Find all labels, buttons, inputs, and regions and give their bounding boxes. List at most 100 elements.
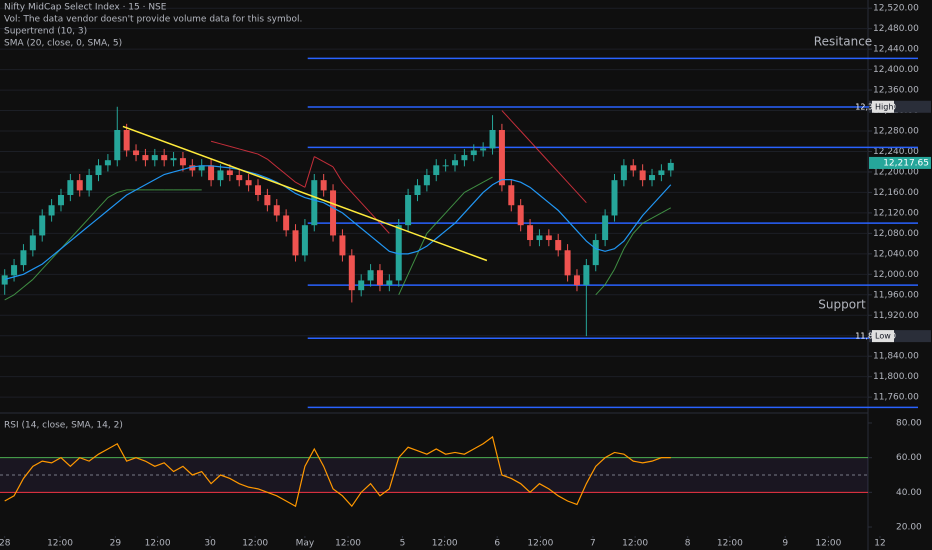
supertrend-segment [623,233,634,249]
supertrend-segment [426,222,437,234]
candle-body [583,265,590,286]
candle-body [367,270,374,281]
y-tick-label: 11,760.00 [873,393,919,403]
candle-body [602,215,609,241]
x-tick-label: 12:00 [815,539,841,549]
y-tick-label: 12,040.00 [873,249,919,259]
legend-entry: Supertrend (10, 3) [4,27,87,37]
candle-body [545,235,552,241]
x-tick-label: 7 [590,539,596,549]
y-tick-label: 12,400.00 [873,65,919,75]
candle-body [339,235,346,256]
candle-body [508,185,515,206]
candle-body [161,155,168,161]
supertrend-segment [13,286,24,296]
supertrend-segment [473,181,484,188]
candle-body [470,150,477,156]
candle-body [273,205,280,216]
supertrend-segment [248,151,259,155]
supertrend-segment [342,181,353,193]
supertrend-segment [557,171,568,183]
volume-note: Vol: The data vendor doesn't provide vol… [4,15,302,25]
candle-body [95,165,102,176]
supertrend-segment [79,217,90,229]
candle-body [264,194,271,206]
supertrend-segment [407,253,418,275]
price-marker-label: 12,217.65 [883,158,929,168]
candle-body [292,230,299,256]
rsi-pane: 20.00 40.00 60.00 80.00 28 12:00 29 12:00 30 12:0… [0,418,922,549]
candle-body [330,190,337,236]
supertrend-segment [267,158,278,168]
candle-body [29,235,36,251]
candle-body [452,160,459,166]
candle-body [189,165,196,171]
candle-body [414,185,421,195]
candle-body [573,275,580,286]
candle-body [620,165,627,181]
supertrend-segment [539,151,550,163]
marker-name: Low [875,332,891,341]
candle-body [630,165,637,171]
supertrend-segment [257,153,268,160]
supertrend-segment [88,207,99,219]
y-tick-label: 12,520.00 [873,4,919,14]
x-tick-label: 29 [110,539,122,549]
supertrend-segment [276,166,287,175]
candle-body [104,160,111,166]
candle-body [133,150,140,156]
candle-body [498,129,505,186]
supertrend-segment [314,156,324,163]
candle-body [151,155,158,161]
supertrend-segment [32,268,43,280]
supertrend-segment [107,191,118,198]
supertrend-segment [642,217,653,224]
candle-body [442,165,449,167]
chart-title: Nifty MidCap Select Index · 15 · NSE [4,3,167,13]
marker-name: High [875,102,893,111]
supertrend-segment [482,176,493,183]
y-tick-label: 12,360.00 [873,86,919,96]
candle-body [658,170,665,176]
supertrend-segment [614,248,625,270]
y-tick-label: 80.00 [896,418,922,428]
supertrend-segment [379,222,390,234]
supertrend-segment [464,186,475,193]
x-tick-label: 30 [204,539,216,549]
y-tick-label: 12,120.00 [873,208,919,218]
candle-body [592,240,599,266]
candle-body [245,180,252,186]
x-tick-label: 12:00 [717,539,743,549]
supertrend-segment [332,166,343,183]
candle-body [320,180,327,191]
x-tick-label: 12:00 [432,539,458,549]
rsi-line [4,435,671,508]
candle-body [376,270,383,286]
sma-line [4,165,672,281]
supertrend-segment [239,148,249,152]
candle-body [86,175,93,191]
candle-body [76,180,83,191]
labels: Nifty MidCap Select Index · 15 · NSE Vol… [4,3,872,431]
supertrend-segment [576,192,587,204]
x-tick-label: 12:00 [242,539,268,549]
y-tick-label: 12,440.00 [873,45,919,55]
candle-body [405,194,412,226]
supertrend-segment [510,120,522,132]
candle-body [123,129,130,151]
y-tick-label: 12,200.00 [873,167,919,177]
supertrend-segment [304,156,315,188]
supertrend-segment [360,202,371,214]
candle-body [358,280,365,291]
candle-body [639,170,646,181]
supertrend-segment [501,110,512,122]
candle-body [386,280,393,286]
x-tick-label: May [296,539,315,549]
candle-body [611,180,618,216]
candle-body [217,170,224,181]
x-tick-label: 12 [874,539,885,549]
x-tick-label: 12:00 [47,539,73,549]
candle-body [348,255,355,291]
y-tick-label: 11,920.00 [873,311,919,321]
supertrend-segment [435,212,446,224]
